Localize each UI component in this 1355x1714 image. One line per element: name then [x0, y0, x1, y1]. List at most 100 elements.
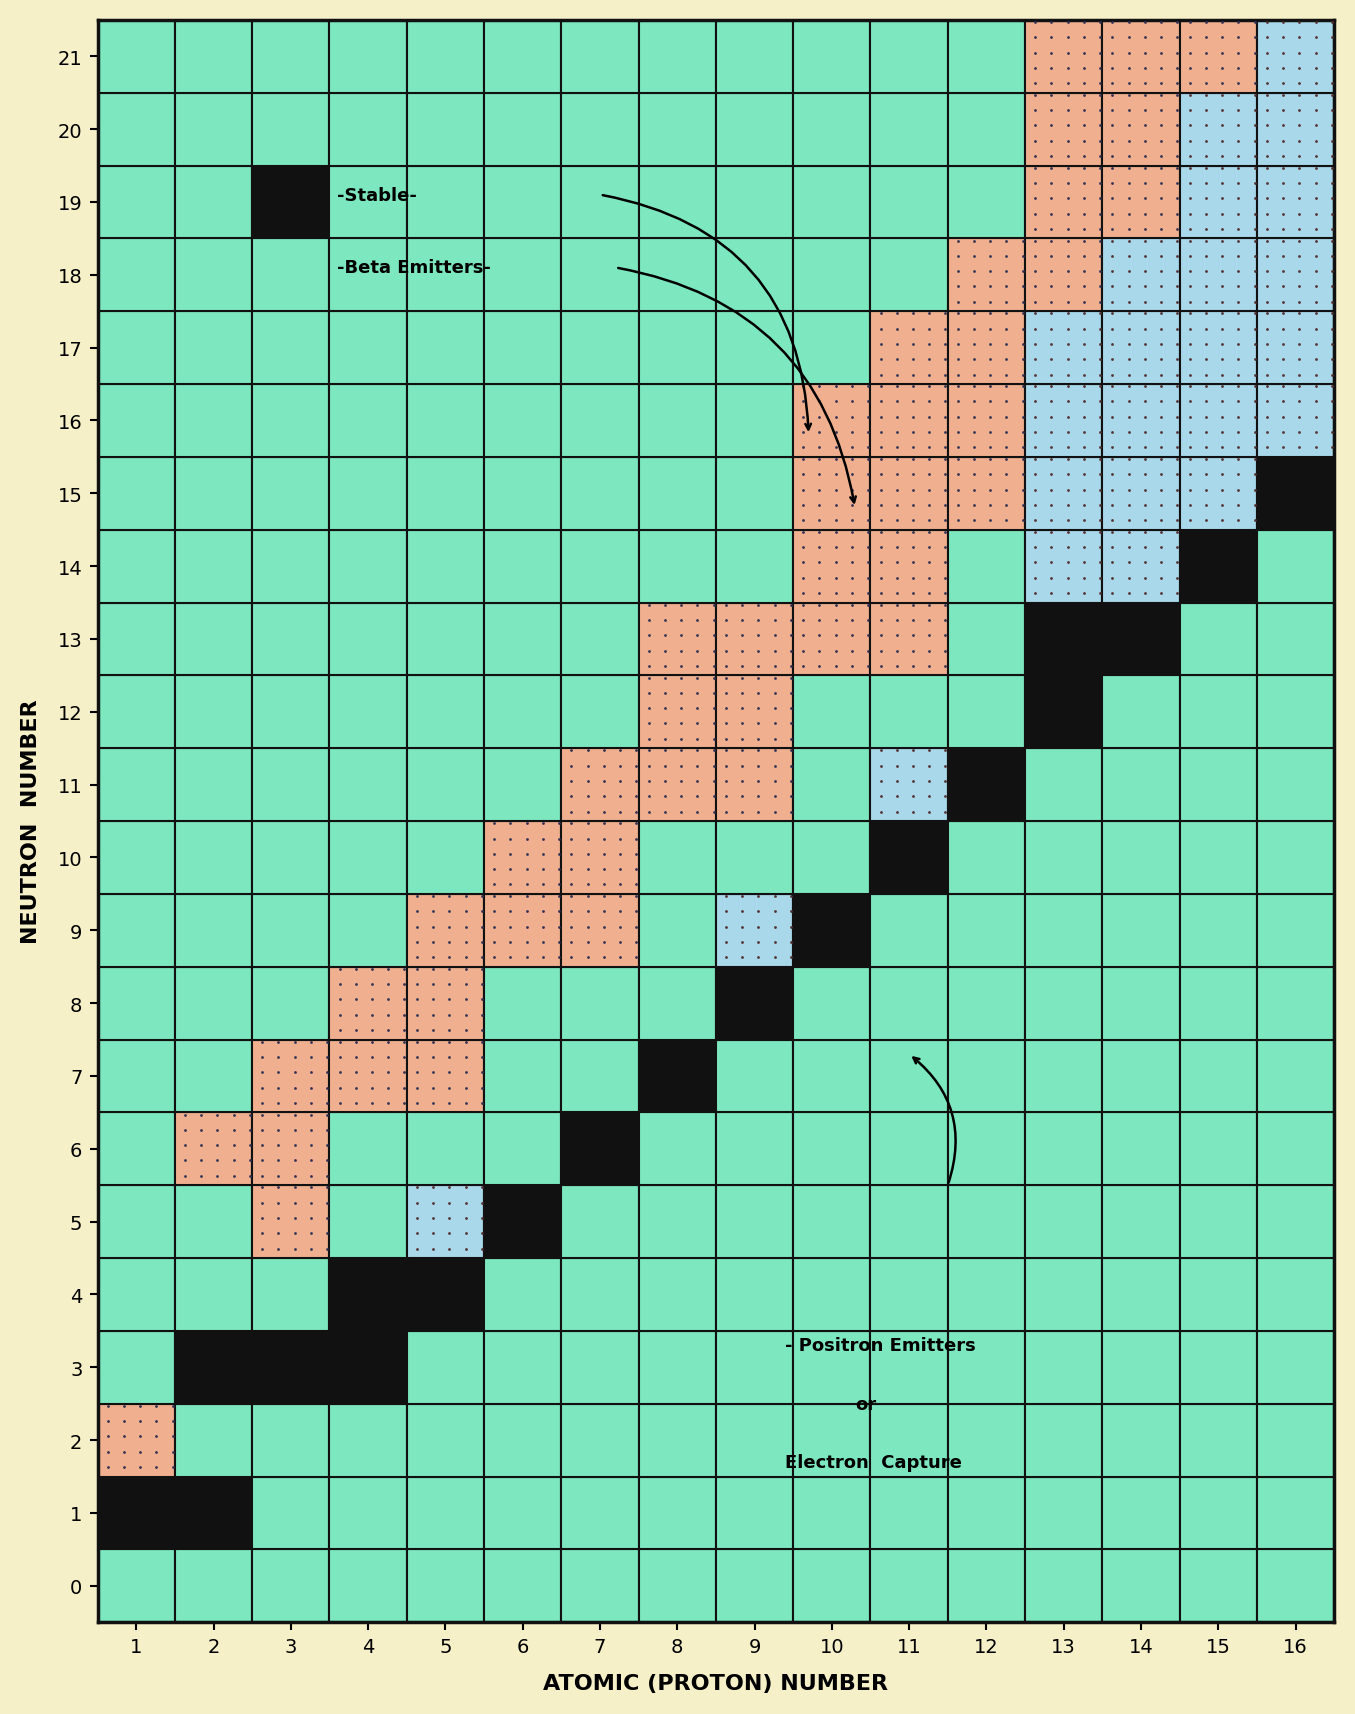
- Bar: [947, 821, 1024, 895]
- Bar: [1024, 603, 1103, 675]
- Bar: [1024, 530, 1103, 603]
- Bar: [1024, 1404, 1103, 1477]
- Bar: [638, 1477, 715, 1549]
- Bar: [406, 749, 484, 821]
- Bar: [638, 1404, 715, 1477]
- Bar: [947, 384, 1024, 458]
- Bar: [715, 1186, 793, 1258]
- Bar: [870, 749, 947, 821]
- Bar: [715, 675, 793, 749]
- Bar: [1180, 21, 1257, 94]
- Bar: [98, 530, 175, 603]
- Bar: [793, 94, 870, 166]
- Bar: [793, 384, 870, 458]
- Bar: [329, 166, 406, 240]
- Bar: [870, 240, 947, 312]
- Bar: [1103, 240, 1180, 312]
- Bar: [1103, 603, 1180, 675]
- Bar: [561, 384, 638, 458]
- Bar: [329, 530, 406, 603]
- Bar: [793, 530, 870, 603]
- Bar: [793, 1186, 870, 1258]
- Bar: [638, 1186, 715, 1258]
- Bar: [870, 895, 947, 967]
- Bar: [1180, 1332, 1257, 1404]
- Bar: [1024, 821, 1103, 895]
- Bar: [793, 166, 870, 240]
- Bar: [947, 1186, 1024, 1258]
- Bar: [715, 94, 793, 166]
- Bar: [1103, 1112, 1180, 1186]
- Bar: [329, 312, 406, 384]
- Bar: [638, 384, 715, 458]
- Bar: [1257, 21, 1335, 94]
- Bar: [715, 1404, 793, 1477]
- Bar: [98, 312, 175, 384]
- Bar: [1257, 1332, 1335, 1404]
- Bar: [1103, 1404, 1180, 1477]
- Bar: [715, 1477, 793, 1549]
- Bar: [175, 1186, 252, 1258]
- Bar: [175, 312, 252, 384]
- Bar: [252, 749, 329, 821]
- Bar: [1024, 1186, 1103, 1258]
- Bar: [870, 675, 947, 749]
- Bar: [406, 675, 484, 749]
- Bar: [329, 94, 406, 166]
- Bar: [1180, 166, 1257, 240]
- Bar: [1103, 1549, 1180, 1621]
- Bar: [947, 1404, 1024, 1477]
- Bar: [1180, 1477, 1257, 1549]
- Bar: [1103, 1258, 1180, 1332]
- Bar: [1103, 967, 1180, 1040]
- Bar: [561, 166, 638, 240]
- Bar: [1103, 1040, 1180, 1112]
- Bar: [98, 1332, 175, 1404]
- Bar: [793, 21, 870, 94]
- Bar: [561, 675, 638, 749]
- Bar: [175, 603, 252, 675]
- Bar: [252, 384, 329, 458]
- Bar: [406, 895, 484, 967]
- Bar: [793, 240, 870, 312]
- Bar: [1103, 458, 1180, 530]
- Bar: [98, 1404, 175, 1477]
- Bar: [561, 1477, 638, 1549]
- Bar: [98, 1040, 175, 1112]
- Text: or: or: [855, 1395, 877, 1412]
- Bar: [715, 603, 793, 675]
- Bar: [715, 749, 793, 821]
- Bar: [484, 458, 561, 530]
- Bar: [1024, 675, 1103, 749]
- Bar: [1180, 1186, 1257, 1258]
- Bar: [484, 1186, 561, 1258]
- Bar: [252, 1112, 329, 1186]
- Bar: [715, 21, 793, 94]
- Bar: [1103, 530, 1180, 603]
- Bar: [947, 458, 1024, 530]
- Bar: [793, 675, 870, 749]
- Bar: [252, 895, 329, 967]
- Bar: [406, 240, 484, 312]
- Bar: [406, 312, 484, 384]
- Bar: [1180, 240, 1257, 312]
- Bar: [252, 1258, 329, 1332]
- Bar: [252, 240, 329, 312]
- Bar: [1257, 895, 1335, 967]
- Bar: [329, 749, 406, 821]
- Bar: [329, 675, 406, 749]
- Bar: [484, 94, 561, 166]
- Bar: [638, 240, 715, 312]
- Bar: [406, 967, 484, 1040]
- Bar: [1257, 94, 1335, 166]
- Bar: [329, 384, 406, 458]
- Bar: [561, 1549, 638, 1621]
- Bar: [561, 821, 638, 895]
- Bar: [484, 967, 561, 1040]
- Bar: [329, 895, 406, 967]
- Bar: [870, 967, 947, 1040]
- Bar: [638, 312, 715, 384]
- Bar: [1024, 1040, 1103, 1112]
- Bar: [98, 166, 175, 240]
- Bar: [1257, 675, 1335, 749]
